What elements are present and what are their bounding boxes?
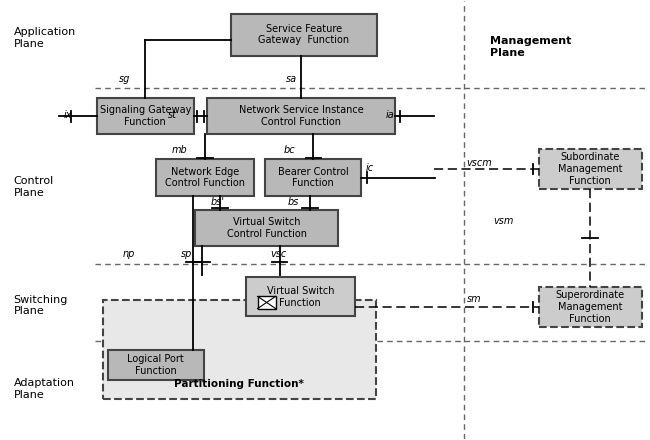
FancyBboxPatch shape	[97, 98, 194, 135]
Text: ix: ix	[64, 110, 72, 120]
Text: ic: ic	[365, 163, 373, 172]
Text: Network Edge
Control Function: Network Edge Control Function	[165, 167, 245, 188]
Text: st: st	[168, 110, 177, 120]
Text: Logical Port
Function: Logical Port Function	[127, 354, 184, 376]
Text: Signaling Gateway
Function: Signaling Gateway Function	[99, 106, 191, 127]
Text: Subordinate
Management
Function: Subordinate Management Function	[558, 152, 623, 186]
FancyBboxPatch shape	[195, 210, 338, 246]
Text: mb: mb	[172, 145, 188, 155]
Text: vscm: vscm	[467, 158, 492, 168]
Text: Virtual Switch
Control Function: Virtual Switch Control Function	[227, 217, 307, 239]
FancyBboxPatch shape	[246, 277, 355, 316]
Text: Management
Plane: Management Plane	[490, 36, 572, 58]
Text: Adaptation
Plane: Adaptation Plane	[14, 378, 75, 400]
Text: vsc: vsc	[270, 249, 286, 260]
FancyBboxPatch shape	[539, 287, 642, 327]
Text: vsm: vsm	[493, 216, 514, 226]
Text: Virtual Switch
Function: Virtual Switch Function	[266, 286, 334, 308]
FancyBboxPatch shape	[257, 296, 276, 308]
Text: ia: ia	[386, 110, 395, 120]
Text: bs': bs'	[211, 197, 225, 207]
Text: bs: bs	[288, 197, 300, 207]
Text: sa: sa	[286, 74, 297, 84]
Text: sg: sg	[119, 74, 130, 84]
Text: sp: sp	[181, 249, 192, 260]
Text: np: np	[123, 249, 135, 260]
FancyBboxPatch shape	[108, 350, 203, 380]
Text: Application
Plane: Application Plane	[14, 27, 76, 49]
FancyBboxPatch shape	[265, 159, 361, 196]
FancyBboxPatch shape	[231, 14, 377, 55]
Text: Service Feature
Gateway  Function: Service Feature Gateway Function	[258, 24, 350, 45]
Text: Network Service Instance
Control Function: Network Service Instance Control Functio…	[239, 106, 363, 127]
FancyBboxPatch shape	[207, 98, 395, 135]
Text: bc: bc	[283, 145, 295, 155]
Text: Control
Plane: Control Plane	[14, 176, 54, 198]
FancyBboxPatch shape	[157, 159, 254, 196]
Text: Partitioning Function*: Partitioning Function*	[174, 379, 304, 389]
Text: Switching
Plane: Switching Plane	[14, 295, 68, 316]
Text: Bearer Control
Function: Bearer Control Function	[278, 167, 348, 188]
Text: sm: sm	[467, 294, 481, 304]
FancyBboxPatch shape	[539, 149, 642, 189]
Text: Superordinate
Management
Function: Superordinate Management Function	[556, 290, 625, 324]
FancyBboxPatch shape	[103, 300, 376, 399]
